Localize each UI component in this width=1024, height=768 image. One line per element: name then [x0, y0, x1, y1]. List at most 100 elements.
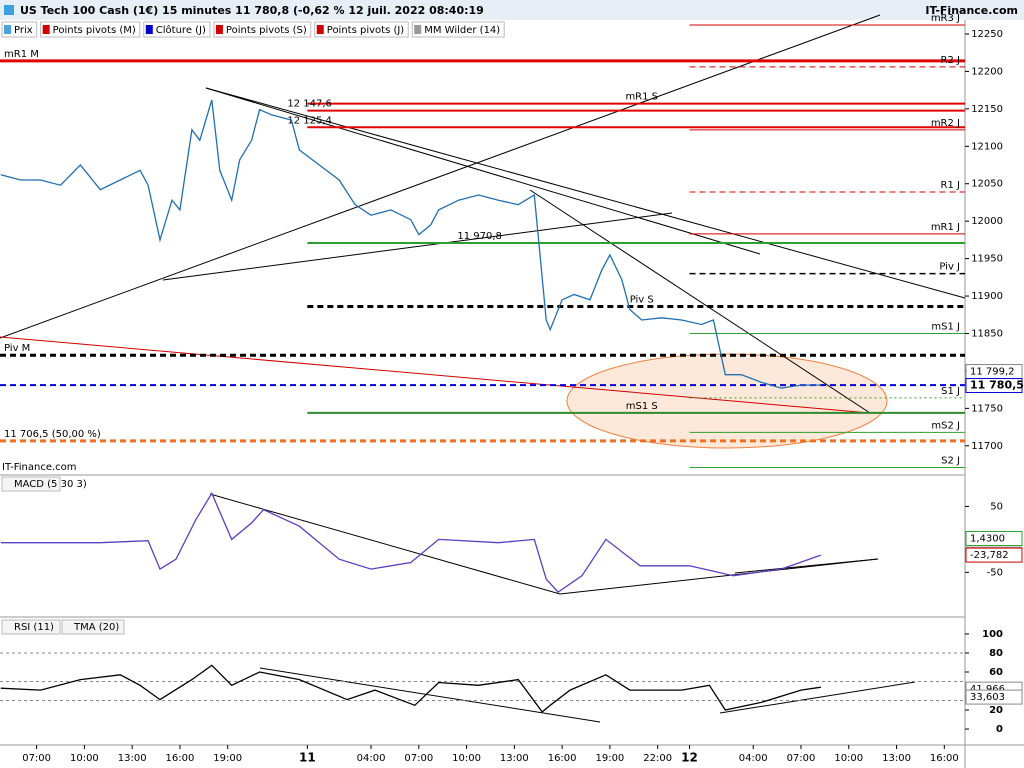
price-tag	[965, 547, 1023, 563]
level-label: R1 J	[941, 180, 960, 191]
level-label: mR2 J	[931, 118, 960, 129]
legend-box	[213, 21, 312, 38]
legend-item: MM Wilder (14)	[424, 25, 500, 36]
trend-line	[559, 558, 879, 595]
series-line	[0, 99, 821, 389]
legend-swatch	[4, 25, 11, 34]
indicator-label-box	[1, 476, 61, 492]
x-tick-label: 19:00	[213, 753, 242, 764]
level-label: S2 J	[941, 456, 960, 467]
trend-line	[162, 212, 673, 281]
x-tick-label: 13:00	[118, 753, 147, 764]
level-label: Piv J	[939, 262, 960, 273]
series-line	[0, 491, 822, 593]
trend-line	[0, 336, 871, 414]
level-label: Piv S	[630, 295, 654, 306]
indicator-label-box	[1, 619, 61, 635]
x-tick-label: 16:00	[166, 753, 195, 764]
legend-item: Clôture (J)	[156, 24, 206, 36]
title: US Tech 100 Cash (1€) 15 minutes 11 780,…	[20, 4, 484, 17]
level-label: 11 706,5 (50,00 %)	[4, 429, 101, 440]
x-tick-label: 10:00	[834, 753, 863, 764]
y-tick-label: 12200	[971, 66, 1003, 77]
price-tag-label: -23,782	[970, 550, 1009, 561]
x-tick-label: 16:00	[548, 753, 577, 764]
legend-box	[1, 21, 38, 38]
y-tick-label: 11900	[971, 291, 1003, 302]
indicator-label: MACD (5 30 3)	[14, 479, 87, 490]
trend-line	[205, 87, 966, 299]
level-label: R2 J	[941, 55, 960, 66]
y-tick-label: 100	[982, 629, 1003, 640]
y-tick-label: 12100	[971, 141, 1003, 152]
level-label: Piv M	[4, 343, 30, 354]
y-tick-label: -50	[987, 567, 1003, 578]
indicator-label: TMA (20)	[73, 622, 119, 633]
legend-swatch	[42, 25, 50, 34]
y-tick-label: 80	[989, 648, 1003, 659]
level-label: 11 970,8	[457, 231, 502, 242]
title-bar	[0, 0, 1024, 20]
x-tick-label: 19:00	[595, 753, 624, 764]
x-tick-label: 12	[681, 751, 698, 765]
level-label: mR1 M	[4, 49, 39, 60]
legend-swatch	[414, 25, 422, 34]
watermark: IT-Finance.com	[2, 462, 77, 473]
level-label: mS1 J	[931, 321, 960, 332]
price-tag-label: 33,603	[970, 692, 1005, 703]
legend-item: Prix	[14, 25, 33, 36]
x-tick-label: 07:00	[22, 753, 51, 764]
y-tick-label: 0	[996, 724, 1003, 735]
x-tick-label: 04:00	[739, 753, 768, 764]
y-tick-label: 20	[989, 705, 1003, 716]
price-tag-label: 11 780,5	[970, 379, 1024, 392]
level-label: 12 147,6	[287, 99, 332, 110]
y-tick-label: 11750	[971, 403, 1003, 414]
price-tag-label: 1,4300	[970, 533, 1005, 544]
y-tick-label: 12000	[971, 216, 1003, 227]
x-tick-label: 04:00	[357, 753, 386, 764]
price-tag	[965, 378, 1023, 394]
legend-item: Points pivots (M)	[53, 25, 136, 36]
y-tick-label: 60	[989, 667, 1003, 678]
legend-box	[143, 21, 211, 38]
legend-item: Points pivots (J)	[327, 25, 405, 36]
x-tick-label: 13:00	[882, 753, 911, 764]
x-tick-label: 10:00	[70, 753, 99, 764]
trend-line	[0, 14, 881, 339]
y-tick-label: 11950	[971, 254, 1003, 265]
x-tick-label: 07:00	[404, 753, 433, 764]
legend-box	[40, 21, 141, 38]
x-tick-label: 11	[299, 751, 316, 765]
y-tick-label: 11850	[971, 328, 1003, 339]
legend-box	[411, 21, 505, 38]
legend-box	[314, 21, 409, 38]
level-label: mS2 J	[931, 420, 960, 431]
price-tag	[965, 530, 1023, 546]
legend-swatch	[316, 25, 324, 34]
brand: IT-Finance.com	[925, 4, 1018, 17]
trend-line	[529, 189, 871, 414]
price-tag	[965, 689, 1023, 705]
trend-line	[205, 87, 761, 255]
trend-line	[259, 667, 601, 723]
indicator-label: RSI (11)	[14, 622, 54, 633]
y-tick-label: 12150	[971, 104, 1003, 115]
level-label: mR1 S	[625, 92, 658, 103]
trend-lines	[0, 14, 966, 723]
level-label: S1 J	[941, 386, 960, 397]
x-tick-label: 10:00	[452, 753, 481, 764]
indicator-label-box	[61, 619, 125, 635]
trend-line	[719, 681, 916, 714]
legend-swatch	[145, 25, 153, 34]
legend-swatch	[215, 25, 223, 34]
level-label: mR1 J	[931, 222, 960, 233]
y-tick-label: 12050	[971, 179, 1003, 190]
trend-line	[209, 493, 561, 595]
trend-line	[734, 558, 879, 574]
legend-item: Points pivots (S)	[226, 25, 307, 36]
y-tick-label: 12250	[971, 29, 1003, 40]
level-label: mR3 J	[931, 13, 960, 24]
